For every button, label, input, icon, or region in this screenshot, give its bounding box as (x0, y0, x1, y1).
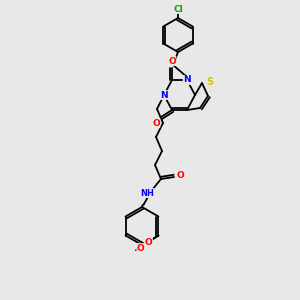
Text: O: O (168, 56, 176, 65)
Text: O: O (176, 170, 184, 179)
Text: N: N (160, 91, 168, 100)
Text: N: N (183, 76, 191, 85)
Text: S: S (206, 77, 214, 87)
Text: O: O (137, 244, 145, 253)
Text: Cl: Cl (173, 4, 183, 14)
Text: O: O (152, 118, 160, 127)
Text: NH: NH (140, 188, 154, 197)
Text: O: O (145, 238, 152, 247)
